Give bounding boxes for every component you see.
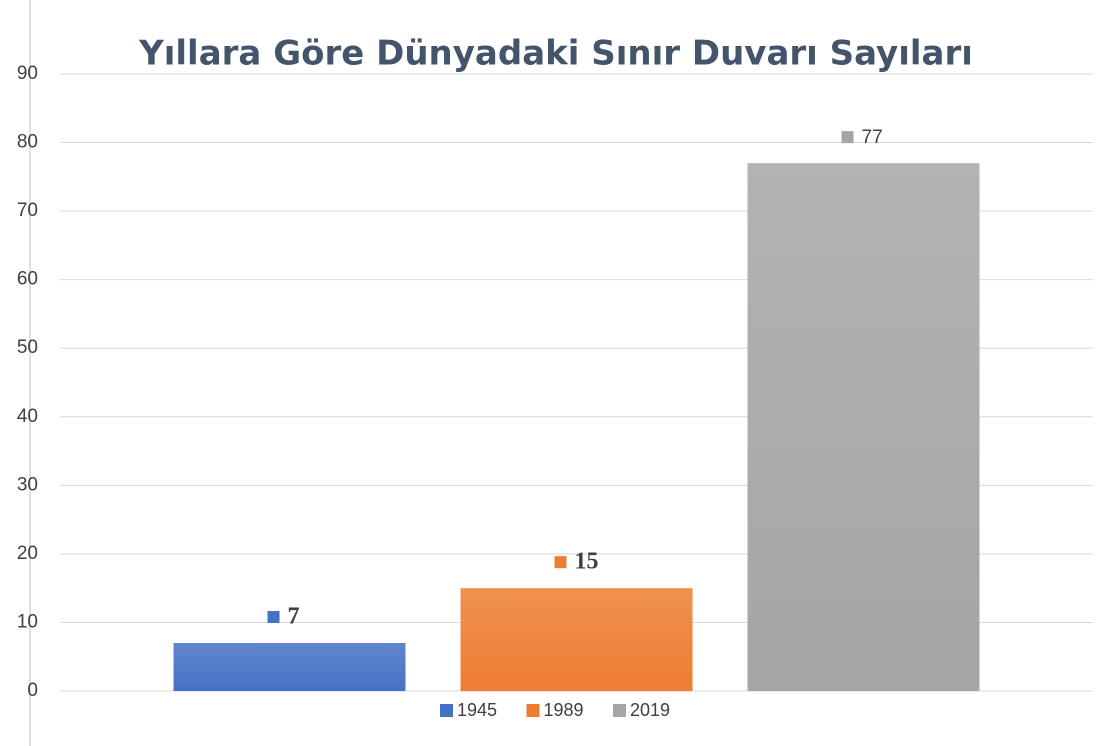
legend-key: [440, 704, 453, 717]
bar: [747, 163, 980, 692]
label-key: [554, 556, 567, 569]
y-tick-label: 40: [17, 406, 38, 427]
y-tick-label: 20: [17, 543, 38, 564]
y-tick-label: 0: [27, 680, 38, 701]
legend-label: 1945: [457, 700, 497, 720]
legend-key: [526, 704, 540, 717]
y-tick-label: 10: [17, 611, 38, 632]
chart-title: Yıllara Göre Dünyadaki Sınır Duvarı Sayı…: [138, 34, 973, 74]
y-tick-label: 50: [17, 337, 38, 358]
data-label: 77: [862, 127, 883, 148]
bar: [460, 588, 693, 691]
y-tick-label: 90: [17, 63, 38, 84]
bar: [173, 643, 406, 691]
legend-label: 1989: [544, 700, 584, 720]
y-tick-label: 30: [17, 474, 38, 495]
data-label: 15: [575, 549, 599, 575]
y-tick-label: 80: [17, 132, 38, 153]
legend-label: 2019: [630, 700, 670, 720]
legend-key: [613, 704, 626, 717]
y-tick-label: 60: [17, 269, 38, 290]
label-key: [841, 131, 854, 144]
y-tick-label: 70: [17, 200, 38, 221]
label-key: [267, 611, 280, 624]
data-label: 7: [288, 604, 300, 630]
